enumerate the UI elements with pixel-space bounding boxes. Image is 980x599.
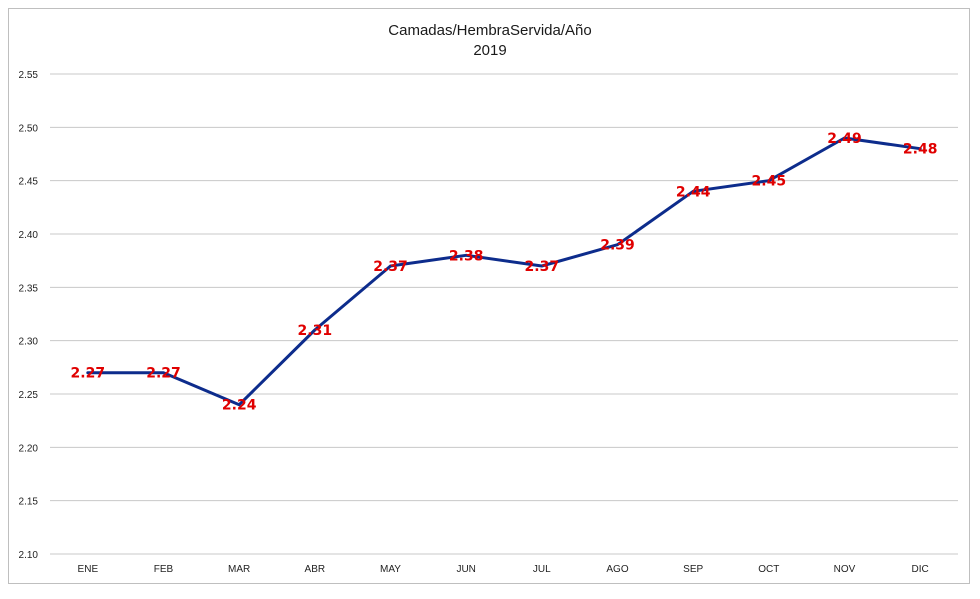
- chart-title: Camadas/HembraServida/Año: [388, 22, 591, 39]
- data-label: 2.27: [146, 366, 181, 382]
- data-label: 2.48: [903, 142, 938, 158]
- data-label: 2.37: [525, 259, 560, 275]
- y-tick-label: 2.30: [19, 337, 39, 348]
- x-axis-ticks: ENE FEB MAR ABR MAY JUN JUL AGO SEP OCT NOV DIC: [78, 564, 929, 575]
- x-tick-label: DIC: [912, 564, 929, 575]
- data-label: 2.27: [71, 366, 106, 382]
- x-tick-label: JUN: [456, 564, 475, 575]
- data-label: 2.49: [827, 131, 862, 147]
- x-tick-label: FEB: [154, 564, 174, 575]
- data-label: 2.39: [600, 238, 635, 254]
- chart-subtitle: 2019: [473, 42, 506, 59]
- data-label: 2.45: [752, 174, 787, 190]
- y-tick-label: 2.10: [19, 550, 39, 561]
- data-label: 2.24: [222, 398, 257, 414]
- data-label: 2.38: [449, 248, 484, 264]
- y-tick-label: 2.20: [19, 443, 39, 454]
- y-tick-label: 2.15: [19, 497, 39, 508]
- x-tick-label: MAR: [228, 564, 250, 575]
- y-tick-label: 2.45: [19, 177, 39, 188]
- chart-frame: [8, 8, 970, 584]
- y-tick-label: 2.35: [19, 283, 39, 294]
- y-tick-label: 2.55: [19, 70, 39, 81]
- data-label: 2.37: [373, 259, 408, 275]
- x-tick-label: ENE: [78, 564, 99, 575]
- y-tick-label: 2.40: [19, 230, 39, 241]
- series-line: [86, 136, 922, 407]
- x-tick-label: NOV: [834, 564, 856, 575]
- y-tick-label: 2.25: [19, 390, 39, 401]
- data-label: 2.44: [676, 184, 711, 200]
- grid-lines: [50, 73, 958, 555]
- data-label: 2.31: [298, 323, 333, 339]
- y-tick-label: 2.50: [19, 123, 39, 134]
- x-tick-label: ABR: [305, 564, 326, 575]
- y-axis-ticks: 2.10 2.15 2.20 2.25 2.30 2.35 2.40 2.45 2.50 2.55: [19, 70, 39, 561]
- x-tick-label: MAY: [380, 564, 401, 575]
- series-line-group: [86, 136, 922, 407]
- x-tick-label: OCT: [758, 564, 779, 575]
- x-tick-label: SEP: [683, 564, 703, 575]
- data-labels: 2.27 2.27 2.24 2.31 2.37 2.38 2.37 2.39 2.44 2.45…: [71, 131, 938, 414]
- x-tick-label: AGO: [606, 564, 628, 575]
- x-tick-label: JUL: [533, 564, 551, 575]
